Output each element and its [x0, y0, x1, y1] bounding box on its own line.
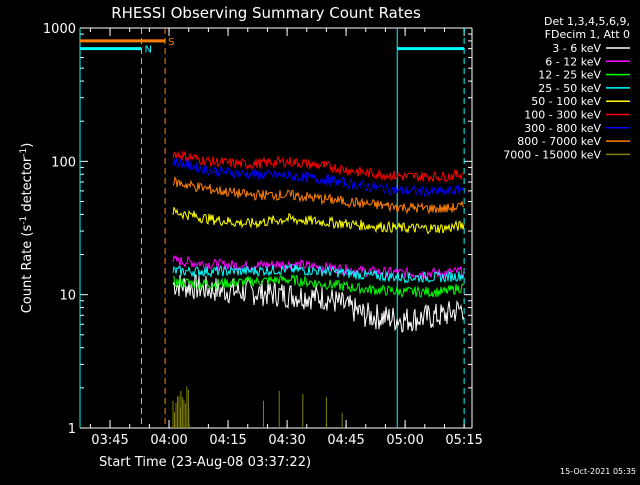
x-tick-label: 04:15 — [209, 433, 246, 448]
y-tick-label: 10 — [59, 289, 76, 304]
state-label: S — [168, 37, 174, 48]
series-line — [172, 176, 465, 215]
x-tick-label: 05:00 — [386, 433, 423, 448]
x-tick-label: 05:15 — [445, 433, 482, 448]
y-tick-label: 100 — [51, 155, 76, 170]
series-line — [172, 263, 465, 284]
x-tick-label: 04:00 — [150, 433, 187, 448]
y-tick-label: 1 — [68, 422, 76, 437]
generation-timestamp: 15-Oct-2021 05:35 — [560, 467, 636, 476]
legend-entry-label: 25 - 50 keV — [538, 82, 601, 95]
y-axis-label-part: detector — [20, 156, 35, 216]
legend: Det 1,3,4,5,6,9, FDecim 1, Att 0 3 - 6 k… — [503, 15, 630, 161]
series-line — [172, 207, 465, 235]
legend-entry-label: 3 - 6 keV — [552, 42, 601, 55]
series-line — [172, 274, 465, 333]
legend-entry-label: 7000 - 15000 keV — [503, 148, 601, 161]
y-axis-label-sup: -1 — [19, 216, 29, 225]
x-tick-label: 04:30 — [268, 433, 305, 448]
x-axis-label: Start Time (23-Aug-08 03:37:22) — [99, 455, 311, 470]
series-line — [173, 273, 465, 299]
y-axis-ticks: 1 10 100 1000 — [43, 22, 472, 437]
legend-entry-label: 12 - 25 keV — [538, 69, 601, 82]
y-tick-label: 1000 — [43, 22, 76, 37]
series-line — [172, 386, 343, 428]
x-tick-label: 04:45 — [327, 433, 364, 448]
y-axis-label-part: Count Rate (s — [20, 225, 35, 314]
x-tick-label: 03:45 — [91, 433, 128, 448]
state-label: N — [145, 45, 152, 56]
legend-entry-label: 100 - 300 keV — [524, 109, 601, 122]
series-layer — [172, 150, 465, 428]
legend-entry-label: 50 - 100 keV — [531, 95, 601, 108]
series-line — [172, 150, 465, 183]
x-axis-ticks: 03:45 04:00 04:15 04:30 04:45 05:00 05:15 — [89, 28, 483, 448]
legend-entry-label: 800 - 7000 keV — [517, 135, 601, 148]
legend-header-line: Det 1,3,4,5,6,9, — [544, 15, 630, 28]
chart-title: RHESSI Observing Summary Count Rates — [111, 4, 421, 22]
y-axis-label-part: ) — [20, 143, 35, 148]
series-line — [172, 157, 465, 199]
attenuator-annotations: NS — [79, 28, 465, 428]
legend-entry-label: 300 - 800 keV — [524, 122, 601, 135]
y-axis-label-sup: -1 — [19, 148, 29, 157]
y-axis-label: Count Rate (s-1 detector-1) — [19, 143, 35, 314]
legend-header-line: FDecim 1, Att 0 — [545, 28, 630, 41]
legend-entry-label: 6 - 12 keV — [545, 55, 601, 68]
